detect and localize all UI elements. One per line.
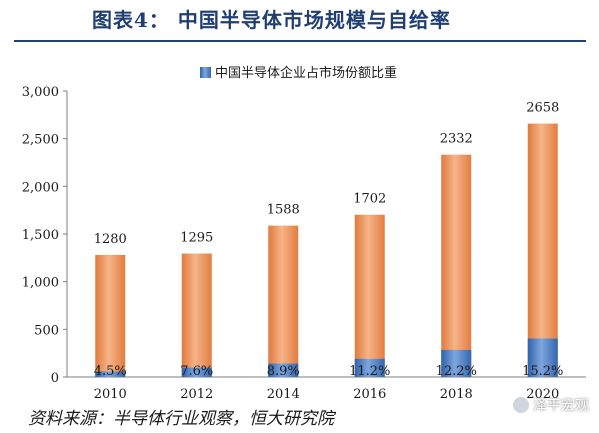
y-tick-label: 3,000 bbox=[22, 85, 59, 100]
data-labels: 1280 4.5% 1295 7.6% 1588 8.9% 1702 11.2% 2332 12.… bbox=[94, 101, 564, 379]
market-size-label: 1702 bbox=[353, 192, 386, 207]
x-tick-label: 2012 bbox=[180, 387, 213, 402]
legend: 中国半导体企业占市场份额比重 bbox=[200, 65, 397, 81]
y-tick-label: 1,000 bbox=[22, 276, 59, 291]
market-size-label: 2332 bbox=[440, 132, 473, 147]
share-percent-label: 4.5% bbox=[94, 364, 127, 379]
self-sufficiency-bar bbox=[181, 367, 212, 377]
market-size-label: 1588 bbox=[267, 203, 300, 218]
bars bbox=[95, 123, 558, 377]
share-percent-label: 8.9% bbox=[267, 364, 300, 379]
wechat-icon bbox=[513, 397, 529, 413]
market-size-bar bbox=[441, 154, 472, 377]
share-percent-label: 11.2% bbox=[349, 364, 390, 379]
watermark: 泽平宏观 bbox=[513, 395, 589, 415]
source-note: 资料来源：半导体行业观察，恒大研究院 bbox=[28, 409, 334, 429]
market-size-bar bbox=[527, 123, 558, 377]
market-size-bar bbox=[354, 214, 385, 377]
legend-swatch bbox=[200, 67, 211, 78]
y-tick-label: 1,500 bbox=[22, 228, 59, 243]
share-percent-label: 7.6% bbox=[180, 364, 213, 379]
y-tick-label: 0 bbox=[51, 371, 59, 386]
market-size-bar bbox=[268, 225, 299, 377]
self-sufficiency-bar bbox=[441, 349, 472, 377]
market-size-bar bbox=[95, 254, 126, 377]
legend-label: 中国半导体企业占市场份额比重 bbox=[215, 65, 397, 81]
market-size-label: 1295 bbox=[180, 231, 213, 246]
self-sufficiency-bar bbox=[527, 338, 558, 377]
axes: 0 500 1,000 1,500 2,000 2,500 3,000 2010 2012 201… bbox=[22, 85, 586, 402]
self-sufficiency-bar bbox=[268, 363, 299, 377]
title-divider bbox=[14, 40, 586, 42]
watermark-text: 泽平宏观 bbox=[533, 398, 589, 414]
y-tick-label: 500 bbox=[34, 323, 59, 338]
self-sufficiency-bar bbox=[354, 358, 385, 377]
y-tick-label: 2,000 bbox=[22, 180, 59, 195]
market-size-label: 1280 bbox=[94, 232, 127, 247]
share-percent-label: 15.2% bbox=[522, 364, 563, 379]
market-size-label: 2658 bbox=[526, 101, 559, 116]
title-bar: 图表4： 中国半导体市场规模与自给率 bbox=[0, 0, 599, 42]
x-tick-label: 2016 bbox=[353, 387, 386, 402]
self-sufficiency-bar bbox=[95, 371, 126, 377]
x-tick-label: 2018 bbox=[440, 387, 473, 402]
share-percent-label: 12.2% bbox=[436, 364, 477, 379]
x-tick-label: 2014 bbox=[267, 387, 300, 402]
x-tick-label: 2010 bbox=[94, 387, 127, 402]
y-tick-label: 2,500 bbox=[22, 133, 59, 148]
bar-chart: 中国半导体企业占市场份额比重 0 500 1,000 1,500 2,000 2,500 3… bbox=[22, 65, 586, 402]
x-tick-label: 2020 bbox=[526, 387, 559, 402]
chart-title: 图表4： 中国半导体市场规模与自给率 bbox=[92, 8, 451, 32]
market-size-bar bbox=[181, 253, 212, 377]
